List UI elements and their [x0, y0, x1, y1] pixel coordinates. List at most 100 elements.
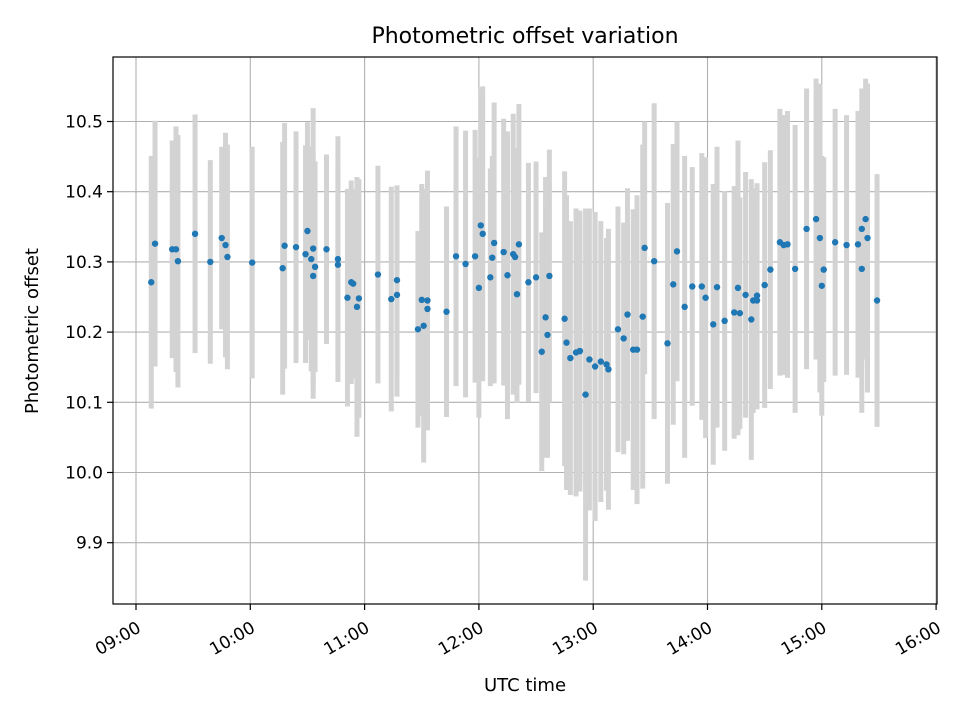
- data-point: [349, 280, 357, 287]
- data-point: [393, 276, 401, 284]
- y-axis-ticks: 9.9 10.0 10.1 10.2 10.3 10.4 10.5: [65, 113, 113, 554]
- data-point: [567, 354, 574, 362]
- data-point: [393, 291, 401, 299]
- data-point: [525, 279, 532, 286]
- data-point: [311, 263, 319, 271]
- data-point: [224, 253, 231, 261]
- data-point: [843, 241, 850, 249]
- data-point: [174, 257, 182, 265]
- data-point: [673, 248, 681, 255]
- data-point: [279, 265, 286, 272]
- y-tick-label: 10.0: [65, 464, 103, 484]
- data-point: [504, 272, 511, 279]
- y-tick-label: 10.1: [65, 393, 103, 413]
- data-point: [281, 242, 288, 249]
- data-point: [710, 321, 717, 328]
- data-point: [767, 266, 774, 273]
- data-point: [605, 366, 612, 373]
- data-points: [148, 215, 881, 398]
- data-point: [753, 292, 761, 299]
- data-point: [784, 241, 791, 248]
- data-point: [563, 339, 570, 346]
- data-point: [641, 244, 648, 252]
- data-point: [816, 234, 824, 242]
- data-point: [820, 266, 827, 273]
- data-point: [479, 230, 486, 238]
- data-point: [249, 259, 256, 266]
- data-point: [323, 246, 330, 253]
- data-point: [544, 331, 551, 339]
- data-point: [761, 281, 768, 289]
- data-point: [475, 284, 483, 292]
- data-point: [471, 253, 479, 260]
- data-point: [304, 227, 311, 235]
- data-point: [302, 250, 309, 258]
- data-point: [862, 215, 869, 223]
- data-point: [650, 257, 658, 265]
- data-point: [614, 326, 622, 333]
- y-tick-label: 10.4: [65, 183, 103, 203]
- data-point: [791, 265, 799, 273]
- data-point: [500, 248, 507, 256]
- data-point: [734, 284, 742, 292]
- data-point: [591, 363, 599, 370]
- data-point: [344, 294, 351, 301]
- data-point: [148, 279, 155, 286]
- data-point: [689, 283, 696, 290]
- data-point: [424, 305, 431, 313]
- data-point: [713, 283, 721, 291]
- y-tick-label: 10.3: [65, 253, 103, 273]
- data-point: [586, 356, 593, 363]
- data-point: [698, 283, 705, 290]
- data-point: [151, 240, 159, 247]
- data-point: [515, 241, 523, 248]
- data-point: [576, 347, 584, 355]
- x-axis-label: UTC time: [484, 675, 566, 696]
- data-point: [721, 317, 728, 325]
- data-point: [222, 241, 229, 249]
- data-point: [292, 243, 300, 251]
- data-point: [172, 246, 180, 253]
- data-point: [218, 234, 225, 242]
- y-axis-label: Photometric offset: [22, 248, 43, 414]
- data-point: [803, 225, 810, 233]
- y-tick-label: 10.5: [65, 113, 103, 133]
- data-point: [818, 282, 825, 289]
- data-point: [542, 314, 549, 321]
- chart-title: Photometric offset variation: [371, 24, 678, 49]
- data-point: [664, 340, 671, 347]
- data-point: [639, 313, 646, 320]
- data-point: [207, 258, 214, 266]
- data-point: [620, 335, 627, 342]
- data-point: [309, 245, 317, 252]
- data-point: [603, 361, 610, 368]
- grid-lines: [113, 57, 937, 604]
- data-point: [812, 215, 820, 223]
- data-point: [443, 308, 450, 315]
- plot-frame: [112, 56, 938, 605]
- data-point: [487, 274, 494, 281]
- data-point: [561, 315, 568, 322]
- data-point: [309, 272, 317, 280]
- y-tick-label: 10.2: [65, 323, 103, 343]
- data-point: [353, 303, 361, 311]
- data-point: [513, 290, 521, 298]
- data-point: [873, 297, 881, 304]
- data-point: [546, 272, 553, 280]
- data-point: [858, 225, 866, 233]
- data-point: [414, 326, 422, 333]
- data-point: [864, 234, 871, 242]
- data-point: [854, 241, 862, 248]
- data-point: [670, 281, 677, 288]
- y-tick-label: 9.9: [76, 534, 103, 554]
- data-point: [624, 311, 631, 318]
- data-point: [420, 322, 427, 329]
- data-point: [308, 255, 315, 263]
- data-point: [355, 295, 363, 302]
- data-point: [511, 253, 519, 261]
- data-point: [681, 303, 688, 311]
- data-point: [452, 253, 460, 260]
- data-point: [831, 239, 839, 246]
